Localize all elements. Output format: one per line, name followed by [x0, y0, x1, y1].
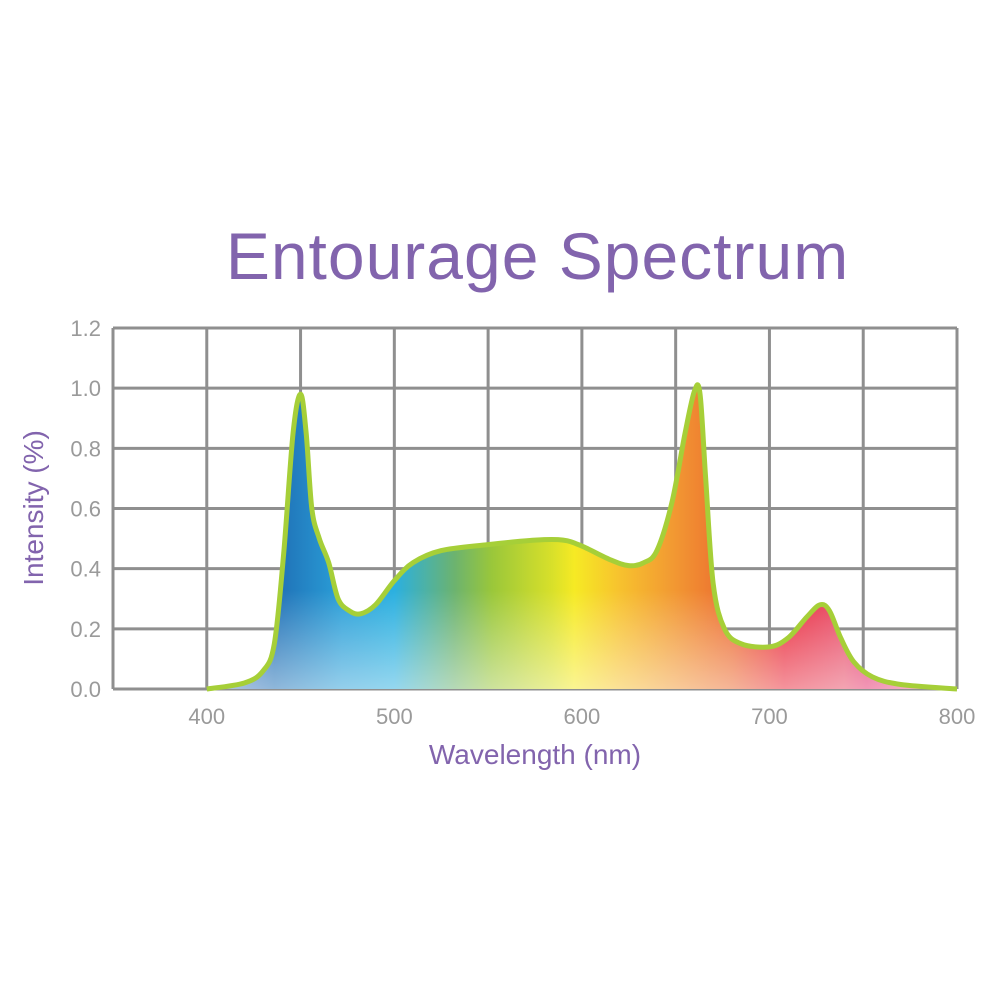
y-tick-label: 0.6 [70, 497, 101, 522]
x-tick-label: 800 [939, 704, 976, 729]
x-tick-label: 400 [188, 704, 225, 729]
x-tick-label: 600 [564, 704, 601, 729]
y-tick-label: 0.4 [70, 557, 101, 582]
spectrum-area-fade [206, 384, 957, 689]
y-tick-label: 0.8 [70, 436, 101, 461]
x-tick-label: 500 [376, 704, 413, 729]
y-tick-label: 1.0 [70, 376, 101, 401]
y-tick-label: 0.0 [70, 677, 101, 702]
y-axis-label: Intensity (%) [18, 430, 49, 586]
x-axis-label: Wavelength (nm) [429, 739, 641, 770]
x-tick-label: 700 [751, 704, 788, 729]
spectrum-outline [206, 382, 958, 692]
tick-labels: 400 500 600 700 800 0.0 0.2 0.4 0.6 0.8 1.0 1.2 [70, 316, 975, 729]
chart-title: Entourage Spectrum [225, 219, 850, 293]
y-tick-label: 1.2 [70, 316, 101, 341]
y-tick-label: 0.2 [70, 617, 101, 642]
